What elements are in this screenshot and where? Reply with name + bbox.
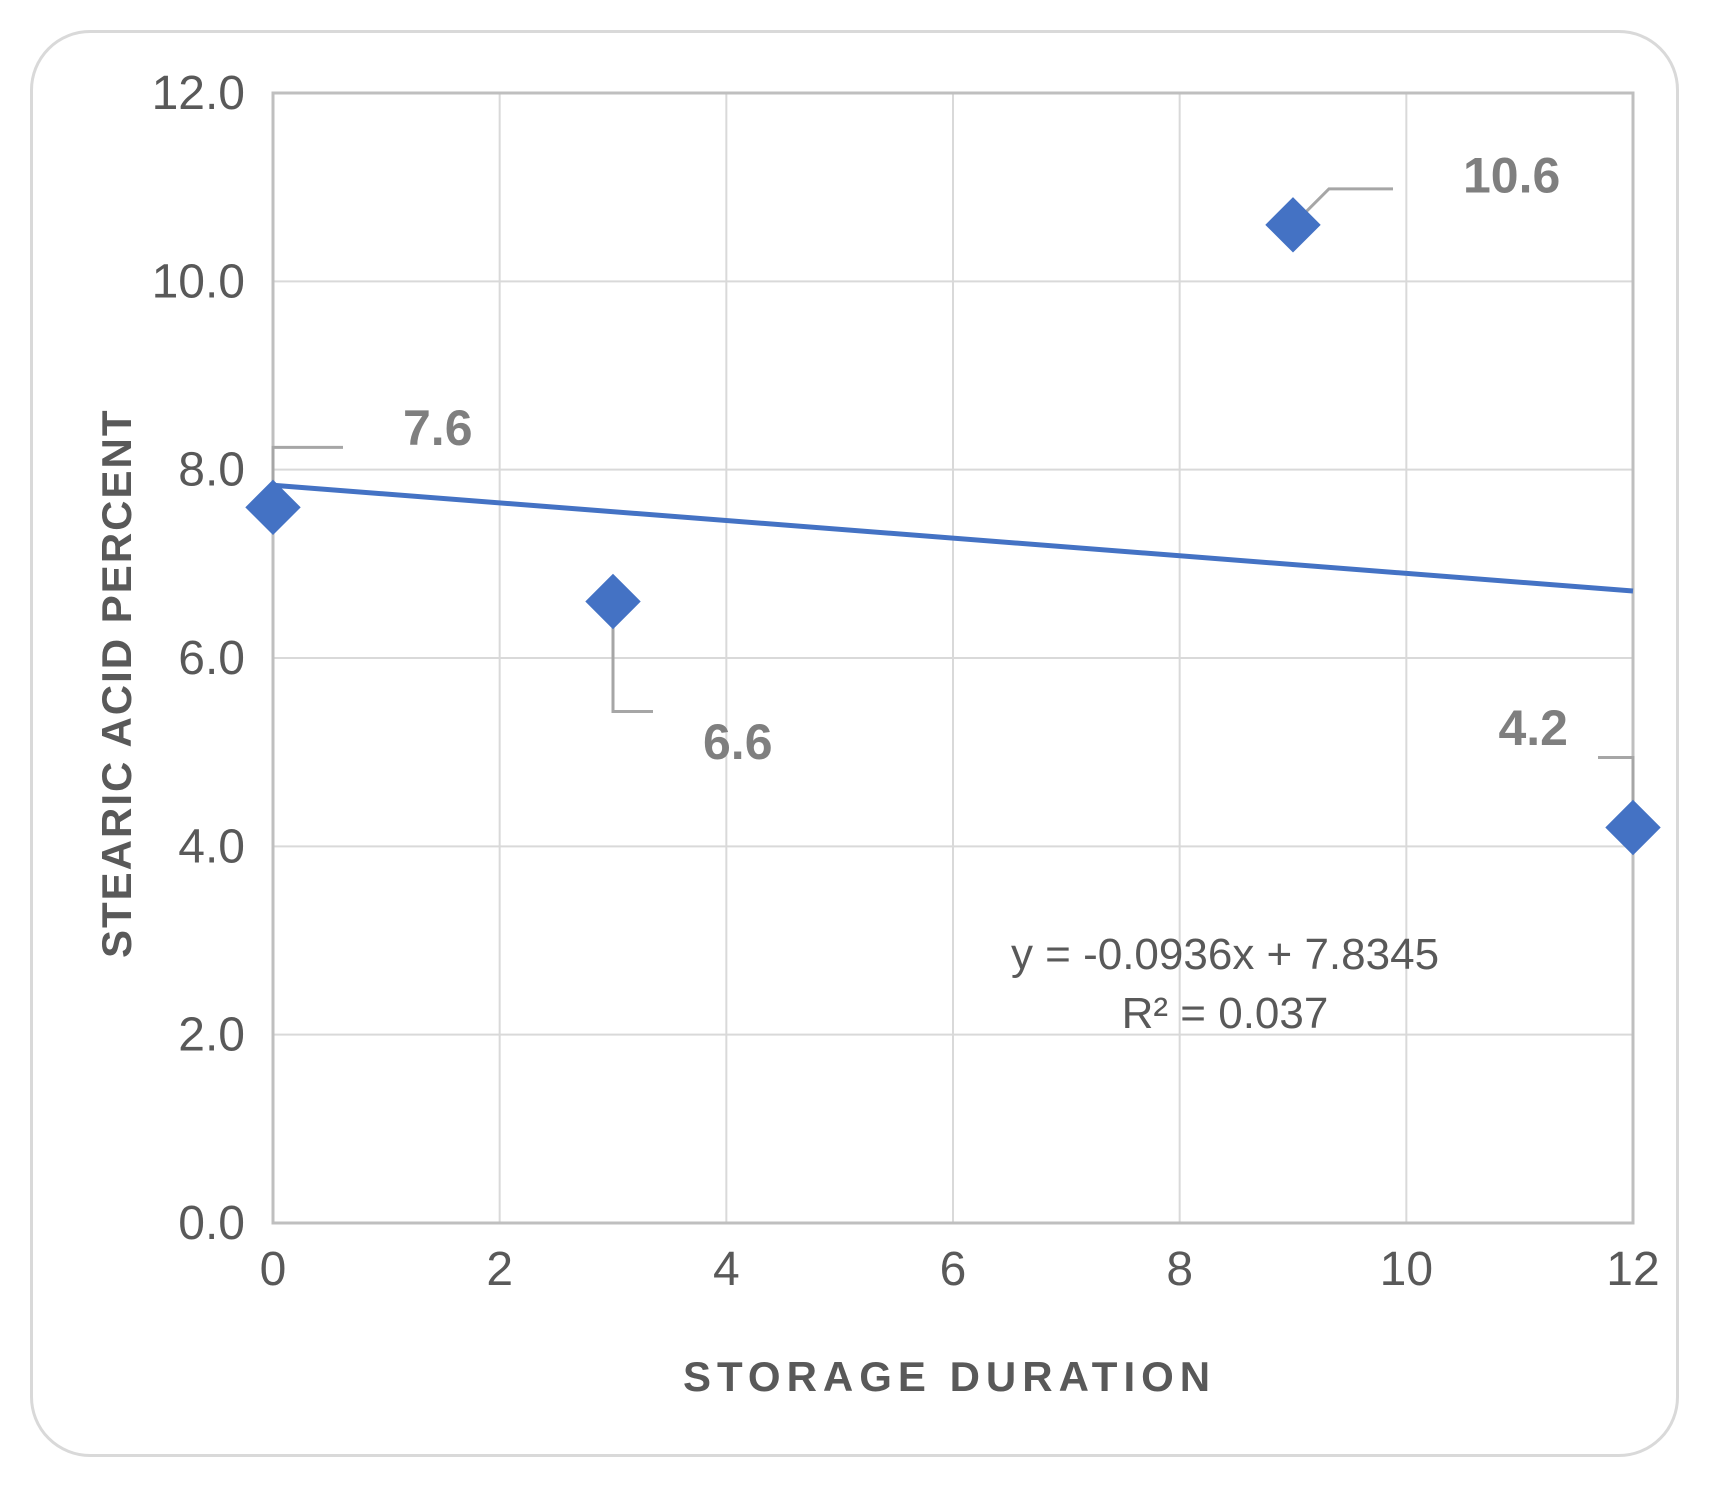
x-tick-label: 4 xyxy=(713,1243,740,1296)
data-point-label: 7.6 xyxy=(403,400,473,456)
data-point-label: 10.6 xyxy=(1463,147,1560,203)
x-tick-label: 8 xyxy=(1166,1243,1193,1296)
y-axis-title: STEARIC ACID PERCENT xyxy=(93,409,141,958)
x-tick-label: 6 xyxy=(940,1243,967,1296)
data-point-label: 4.2 xyxy=(1498,700,1568,756)
trendline-r2: R² = 0.037 xyxy=(1122,989,1329,1038)
y-tick-label: 10.0 xyxy=(152,255,245,308)
y-tick-label: 0.0 xyxy=(178,1197,245,1250)
x-tick-label: 10 xyxy=(1380,1243,1433,1296)
x-axis-title: STORAGE DURATION xyxy=(683,1353,1216,1401)
x-tick-label: 2 xyxy=(486,1243,513,1296)
x-tick-label: 12 xyxy=(1606,1243,1659,1296)
y-tick-label: 2.0 xyxy=(178,1009,245,1062)
scatter-chart: 0 2 4 6 8 10 12 0.0 2.0 4.0 6.0 8.0 10.0 12.0 y = -0.0… xyxy=(33,33,1676,1454)
y-tick-label: 12.0 xyxy=(152,67,245,120)
x-tick-label: 0 xyxy=(260,1243,287,1296)
trendline-equation: y = -0.0936x + 7.8345 xyxy=(1011,930,1439,979)
y-tick-label: 6.0 xyxy=(178,632,245,685)
y-tick-label: 4.0 xyxy=(178,820,245,873)
data-point-label: 6.6 xyxy=(703,714,773,770)
chart-container: 0 2 4 6 8 10 12 0.0 2.0 4.0 6.0 8.0 10.0 12.0 y = -0.0… xyxy=(0,0,1709,1487)
chart-frame: 0 2 4 6 8 10 12 0.0 2.0 4.0 6.0 8.0 10.0 12.0 y = -0.0… xyxy=(30,30,1679,1457)
y-tick-label: 8.0 xyxy=(178,444,245,497)
